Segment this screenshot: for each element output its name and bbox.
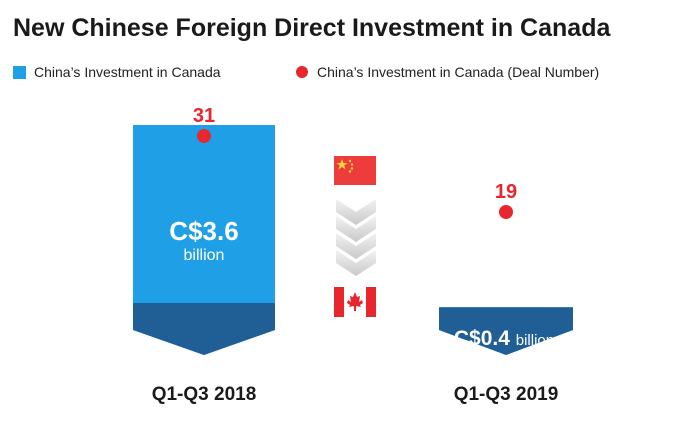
investment-bar	[133, 125, 275, 355]
legend-item-deal-number: China’s Investment in Canada (Deal Numbe…	[296, 64, 599, 80]
deal-number-label: 19	[495, 181, 517, 203]
bar-value-label: C$0.4 billion	[454, 327, 554, 350]
china-flag-icon	[334, 156, 376, 185]
chart-title: New Chinese Foreign Direct Investment in…	[13, 14, 611, 42]
canada-flag-icon	[334, 287, 376, 317]
legend-label-investment: China’s Investment in Canada	[34, 64, 221, 80]
bar-value-label: C$3.6	[169, 216, 238, 246]
legend-label-deal-number: China’s Investment in Canada (Deal Numbe…	[317, 64, 600, 80]
investment-bar-base	[439, 307, 573, 355]
category-label: Q1-Q3 2019	[454, 384, 559, 405]
deal-number-point	[197, 129, 211, 143]
category-label: Q1-Q3 2018	[152, 384, 257, 405]
deal-number-label: 31	[193, 105, 215, 127]
legend-swatch-deal-number	[296, 66, 308, 78]
investment-bar-base	[133, 303, 275, 355]
bar-unit-label: billion	[184, 247, 225, 264]
deal-number-point	[499, 205, 513, 219]
down-chevrons-icon	[336, 199, 376, 276]
flow-graphic	[334, 156, 376, 317]
legend-item-investment: China’s Investment in Canada	[13, 64, 221, 80]
legend-swatch-investment	[13, 65, 26, 79]
